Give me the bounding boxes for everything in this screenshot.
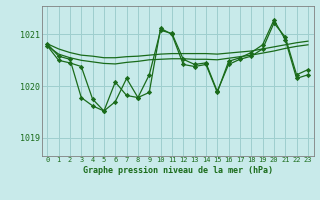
- X-axis label: Graphe pression niveau de la mer (hPa): Graphe pression niveau de la mer (hPa): [83, 166, 273, 175]
